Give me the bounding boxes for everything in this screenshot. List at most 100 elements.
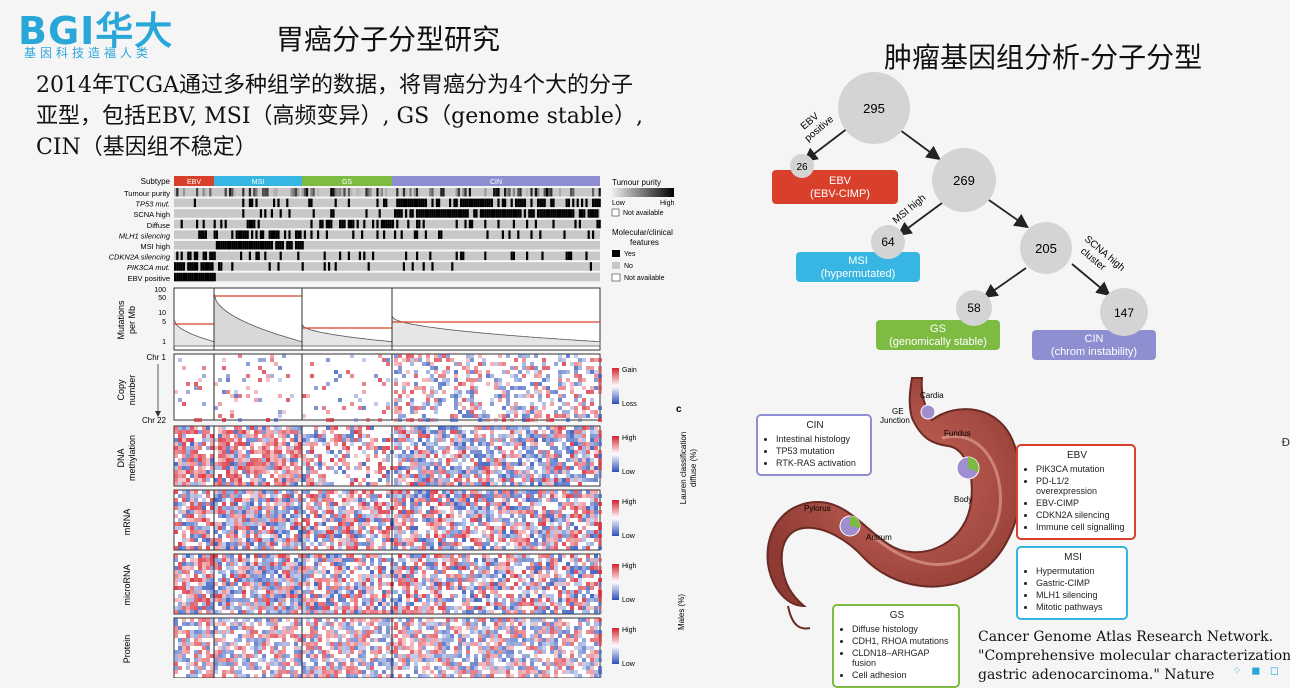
heatmap-cell [354, 594, 358, 598]
heatmap-cell [482, 414, 486, 418]
track-cell [324, 262, 326, 271]
heatmap-cell [278, 578, 282, 582]
heatmap-cell [238, 622, 242, 626]
heatmap-cell [254, 558, 258, 562]
track-cell [310, 188, 312, 197]
heatmap-cell [310, 610, 314, 614]
heatmap-cell [310, 458, 314, 462]
track-cell [258, 241, 260, 250]
track-cell [425, 199, 427, 208]
heatmap-cell [190, 598, 194, 602]
heatmap-cell [218, 538, 222, 542]
track-cell [429, 209, 431, 218]
heatmap-cell [490, 374, 494, 378]
heatmap-cell [206, 434, 210, 438]
heatmap-cell [294, 490, 298, 494]
heatmap-cell [230, 410, 234, 414]
heatmap-cell [362, 434, 366, 438]
heatmap-cell [574, 502, 578, 506]
heatmap-cell [558, 466, 562, 470]
heatmap-cell [178, 606, 182, 610]
heatmap-cell [426, 586, 430, 590]
track-cell [247, 230, 249, 239]
heatmap-cell [534, 570, 538, 574]
heatmap-cell [174, 546, 178, 550]
heatmap-cell [290, 470, 294, 474]
heatmap-cell [262, 462, 266, 466]
heatmap-cell [470, 514, 474, 518]
heatmap-cell [254, 474, 258, 478]
heatmap-cell [474, 434, 478, 438]
heatmap-cell [586, 542, 590, 546]
track-cell [583, 209, 585, 218]
heatmap-cell [254, 574, 258, 578]
heatmap-cell [346, 622, 350, 626]
heatmap-cell [378, 470, 382, 474]
heatmap-cell [446, 370, 450, 374]
heatmap-cell [482, 454, 486, 458]
heatmap-cell [226, 434, 230, 438]
track-cell [508, 209, 510, 218]
heatmap-cell [570, 478, 574, 482]
heatmap-cell [530, 582, 534, 586]
heatmap-cell [326, 490, 330, 494]
heatmap-cell [582, 378, 586, 382]
track-label: MSI high [140, 242, 170, 251]
heatmap-cell [458, 434, 462, 438]
heatmap-cell [358, 438, 362, 442]
heatmap-cell [274, 530, 278, 534]
heatmap-cell [510, 434, 514, 438]
heatmap-cell [586, 470, 590, 474]
track-cell [464, 220, 466, 229]
heatmap-cell [254, 570, 258, 574]
heatmap-cell [514, 546, 518, 550]
heatmap-cell [434, 378, 438, 382]
heatmap-cell [526, 470, 530, 474]
heatmap-cell [202, 474, 206, 478]
track-cell [480, 199, 482, 208]
heatmap-cell [502, 574, 506, 578]
heatmap-cell [454, 394, 458, 398]
heatmap-cell [246, 434, 250, 438]
track-cell [394, 209, 396, 218]
heatmap-cell [206, 510, 210, 514]
heatmap-cell [286, 450, 290, 454]
track-cell [440, 209, 442, 218]
heatmap-cell [578, 414, 582, 418]
heatmap-cell [274, 362, 278, 366]
heatmap-cell [346, 438, 350, 442]
heatmap-cell [246, 522, 250, 526]
heatmap-cell [434, 450, 438, 454]
track-cell [546, 188, 548, 197]
heatmap-cell [270, 558, 274, 562]
heatmap-cell [322, 558, 326, 562]
heatmap-cell [250, 602, 254, 606]
heatmap-cell [378, 618, 382, 622]
heatmap-cell [278, 534, 282, 538]
heatmap-cell [234, 446, 238, 450]
track-cell [196, 220, 198, 229]
heatmap-cell [326, 526, 330, 530]
heatmap-cell [426, 394, 430, 398]
track-cell [214, 252, 216, 261]
track-cell [207, 262, 209, 271]
heatmap-cell [294, 522, 298, 526]
heatmap-cell [434, 586, 438, 590]
heatmap-cell [198, 546, 202, 550]
heatmap-cell [338, 518, 342, 522]
track-cell [343, 220, 345, 229]
heatmap-cell [234, 598, 238, 602]
heatmap-cell [350, 606, 354, 610]
heatmap-cell [178, 494, 182, 498]
heatmap-cell [534, 386, 538, 390]
heatmap-cell [310, 606, 314, 610]
heatmap-cell [430, 494, 434, 498]
heatmap-cell [558, 438, 562, 442]
heatmap-cell [502, 526, 506, 530]
heatmap-cell [326, 538, 330, 542]
heatmap-cell [302, 526, 306, 530]
heatmap-cell [218, 562, 222, 566]
heatmap-cell [542, 438, 546, 442]
track-cell [442, 209, 444, 218]
track-cell [544, 209, 546, 218]
